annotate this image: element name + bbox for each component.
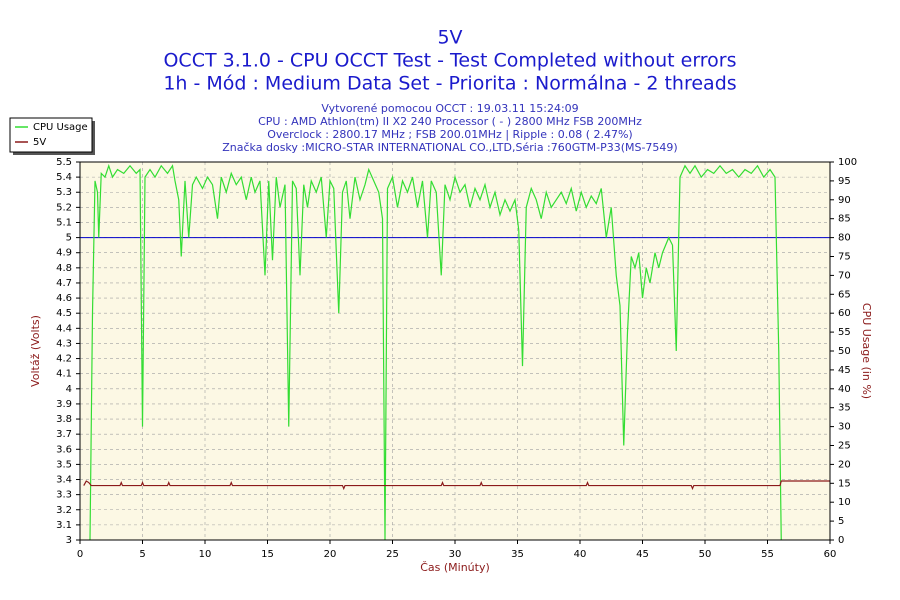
y2-tick-label: 80 <box>838 233 851 244</box>
info-line: CPU : AMD Athlon(tm) II X2 240 Processor… <box>258 115 642 128</box>
y-tick-label: 5.5 <box>56 157 72 168</box>
y-tick-label: 3.7 <box>56 429 72 440</box>
y-tick-label: 3.3 <box>56 490 72 501</box>
y-tick-label: 4.6 <box>56 293 72 304</box>
y2-tick-label: 70 <box>838 270 851 281</box>
y-tick-label: 4.3 <box>56 338 72 349</box>
x-tick-label: 30 <box>449 549 462 560</box>
y-tick-label: 4.5 <box>56 308 72 319</box>
x-tick-label: 20 <box>324 549 337 560</box>
y-tick-label: 3.4 <box>56 475 72 486</box>
y2-axis-label: CPU Usage (in %) <box>860 303 873 399</box>
chart-subtitle: 1h - Mód : Medium Data Set - Priorita : … <box>163 73 736 95</box>
plot-border <box>79 161 831 541</box>
info-line: Značka dosky :MICRO-STAR INTERNATIONAL C… <box>222 141 677 154</box>
y-tick-label: 4.2 <box>56 354 72 365</box>
y-tick-label: 3.5 <box>56 459 72 470</box>
x-axis-label: Čas (Minúty) <box>420 561 490 574</box>
legend <box>9 117 93 153</box>
y2-tick-label: 60 <box>838 308 851 319</box>
y-tick-label: 3.1 <box>56 520 72 531</box>
y2-tick-label: 10 <box>838 497 851 508</box>
chart-subtitle: OCCT 3.1.0 - CPU OCCT Test - Test Comple… <box>163 50 736 72</box>
legend-label: 5V <box>33 137 46 148</box>
x-tick-label: 5 <box>139 549 145 560</box>
y2-tick-label: 40 <box>838 384 851 395</box>
x-tick-label: 10 <box>199 549 212 560</box>
y2-tick-label: 90 <box>838 195 851 206</box>
x-tick-label: 40 <box>574 549 587 560</box>
y-axis-label: Voltáž (Volts) <box>29 315 42 387</box>
y2-tick-label: 100 <box>838 157 857 168</box>
y2-tick-label: 25 <box>838 441 851 452</box>
y-tick-label: 4.9 <box>56 248 72 259</box>
y-tick-label: 4 <box>66 384 72 395</box>
y-tick-label: 4.4 <box>56 323 72 334</box>
y-tick-label: 4.1 <box>56 369 72 380</box>
y-tick-label: 3.8 <box>56 414 72 425</box>
y-tick-label: 5.4 <box>56 172 72 183</box>
x-tick-label: 60 <box>824 549 837 560</box>
x-tick-label: 55 <box>761 549 774 560</box>
y-tick-label: 3 <box>66 535 72 546</box>
x-tick-label: 25 <box>386 549 399 560</box>
y-tick-label: 4.7 <box>56 278 72 289</box>
y2-tick-label: 5 <box>838 516 844 527</box>
y2-tick-label: 35 <box>838 403 851 414</box>
y2-tick-label: 50 <box>838 346 851 357</box>
y-tick-label: 5.2 <box>56 202 72 213</box>
y-tick-label: 5 <box>66 233 72 244</box>
y-tick-label: 3.6 <box>56 444 72 455</box>
y2-tick-label: 15 <box>838 478 851 489</box>
y-tick-label: 3.9 <box>56 399 72 410</box>
y2-tick-label: 75 <box>838 252 851 263</box>
legend-label: CPU Usage <box>33 122 88 133</box>
info-line: Overclock : 2800.17 MHz ; FSB 200.01MHz … <box>267 128 632 141</box>
y2-tick-label: 85 <box>838 214 851 225</box>
x-tick-label: 15 <box>261 549 274 560</box>
x-tick-label: 0 <box>77 549 83 560</box>
series-line <box>83 480 830 491</box>
y2-tick-label: 0 <box>838 535 844 546</box>
info-line: Vytvorené pomocou OCCT : 19.03.11 15:24:… <box>321 102 578 115</box>
x-tick-label: 50 <box>699 549 712 560</box>
y-tick-label: 3.2 <box>56 505 72 516</box>
chart-title: 5V <box>437 27 462 49</box>
y2-tick-label: 95 <box>838 176 851 187</box>
x-tick-label: 35 <box>511 549 524 560</box>
y-tick-label: 5.1 <box>56 217 72 228</box>
y2-tick-label: 20 <box>838 459 851 470</box>
y-tick-label: 5.3 <box>56 187 72 198</box>
series-line <box>89 163 782 541</box>
y2-tick-label: 65 <box>838 289 851 300</box>
y2-tick-label: 45 <box>838 365 851 376</box>
y2-tick-label: 30 <box>838 422 851 433</box>
y2-tick-label: 55 <box>838 327 851 338</box>
x-tick-label: 45 <box>636 549 649 560</box>
y-tick-label: 4.8 <box>56 263 72 274</box>
